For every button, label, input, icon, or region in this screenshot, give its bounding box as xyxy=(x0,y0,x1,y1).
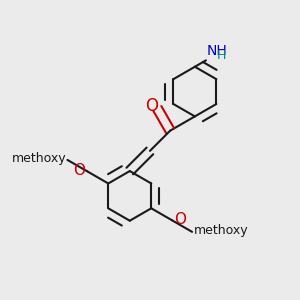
Text: O: O xyxy=(174,212,186,227)
Text: O: O xyxy=(146,97,158,115)
Text: methoxy: methoxy xyxy=(11,152,66,165)
Text: methoxy: methoxy xyxy=(194,224,248,237)
Text: H: H xyxy=(217,49,226,62)
Text: NH: NH xyxy=(206,44,227,58)
Text: O: O xyxy=(73,163,85,178)
